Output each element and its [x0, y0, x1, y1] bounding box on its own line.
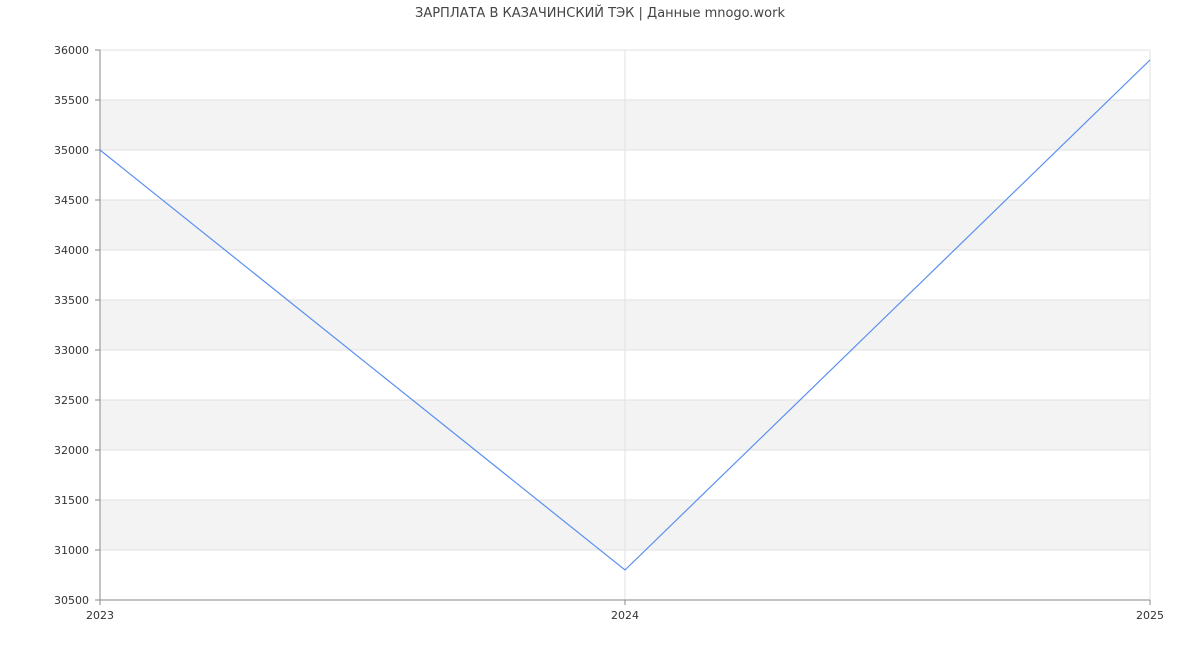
x-tick-label: 2024 — [611, 609, 639, 622]
y-tick-label: 31000 — [54, 544, 89, 557]
y-tick-label: 33500 — [54, 294, 89, 307]
y-tick-label: 30500 — [54, 594, 89, 607]
y-tick-label: 32000 — [54, 444, 89, 457]
x-tick-label: 2025 — [1136, 609, 1164, 622]
y-tick-label: 35000 — [54, 144, 89, 157]
y-tick-label: 33000 — [54, 344, 89, 357]
y-tick-label: 31500 — [54, 494, 89, 507]
y-tick-label: 34500 — [54, 194, 89, 207]
x-tick-label: 2023 — [86, 609, 114, 622]
y-tick-label: 35500 — [54, 94, 89, 107]
y-tick-label: 34000 — [54, 244, 89, 257]
y-tick-label: 36000 — [54, 44, 89, 57]
y-tick-label: 32500 — [54, 394, 89, 407]
chart-title: ЗАРПЛАТА В КАЗАЧИНСКИЙ ТЭК | Данные mnog… — [414, 6, 785, 21]
